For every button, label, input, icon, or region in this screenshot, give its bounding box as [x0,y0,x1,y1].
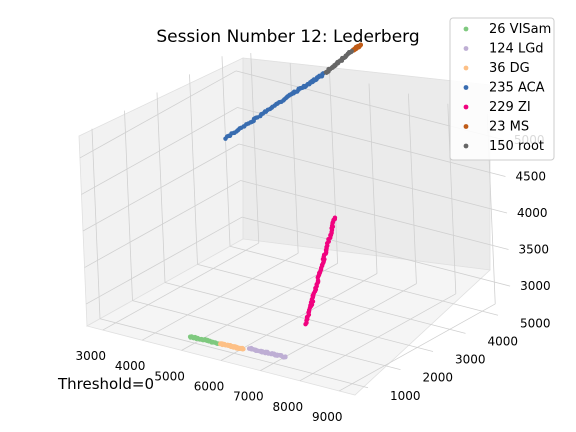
grid-lines [79,53,511,392]
x-tick-label: 4000 [115,359,146,373]
z-grid-line [82,143,240,232]
data-point [285,94,290,99]
tick-labels: 3000400050006000700080009000100020003000… [75,133,550,424]
z-grid-line [240,180,509,250]
z-grid-line [241,216,511,287]
legend-label: 235 ACA [489,81,545,96]
y-tick-label: 3000 [455,353,486,367]
y-grid-line [132,300,401,371]
scatter-points [187,42,364,360]
legend-marker [463,46,469,51]
y-tick-label: 4000 [488,334,519,348]
legend-label: 26 VISam [489,22,551,37]
z-grid-line [84,180,241,268]
y-tick-label: 5000 [520,316,551,330]
data-point [283,354,288,360]
legend-marker [463,143,469,149]
z-grid-line [238,143,508,214]
z-tick-label: 3000 [520,279,551,293]
x-tick-label: 8000 [273,400,304,414]
x-tick-label: 6000 [194,380,225,394]
z-tick-label: 4500 [515,169,546,183]
x-tick-label: 7000 [233,390,264,404]
y-grid-line [99,318,369,389]
data-point [241,346,246,352]
legend-label: 229 ZI [489,100,531,115]
series-1 [246,345,288,360]
legend-marker [463,85,469,90]
series-6 [323,48,354,75]
legend-box [449,17,555,161]
chart-title: Session Number 12: Lederberg [156,27,419,47]
z-grid-line [81,107,238,195]
data-point [358,42,363,48]
z-tick-label: 4000 [517,206,548,220]
data-point [332,215,338,220]
x-tick-label: 3000 [75,349,106,363]
x-tick-label: 9000 [312,410,343,424]
legend-label: 150 root [489,139,544,154]
y-tick-label: 2000 [423,371,454,385]
y-grid-line [197,263,466,334]
series-0 [187,334,221,346]
z-grid-line [237,107,506,177]
data-point [349,48,354,54]
y-grid-line [164,282,434,352]
z-tick-label: 3500 [519,243,550,257]
series-4 [303,215,338,327]
floor-pane [85,238,491,396]
x-tick-label: 5000 [154,369,185,383]
series-3 [223,71,326,141]
series-2 [218,341,246,352]
legend-label: 36 DG [489,61,530,76]
legend-label: 23 MS [489,120,529,135]
legend-marker [463,26,469,32]
legend-marker [463,124,469,129]
y-grid-line [229,245,499,316]
z-grid-line [79,70,237,159]
legend-marker [463,104,469,110]
y-tick-label: 1000 [390,389,421,403]
legend-marker [463,65,469,71]
z-grid-line [85,216,243,305]
legend: 26 VISam 124 LGd 36 DG 235 ACA 229 ZI 23 MS 15… [449,17,555,161]
threshold-annotation: Threshold=0 [57,375,154,393]
legend-label: 124 LGd [489,42,544,57]
